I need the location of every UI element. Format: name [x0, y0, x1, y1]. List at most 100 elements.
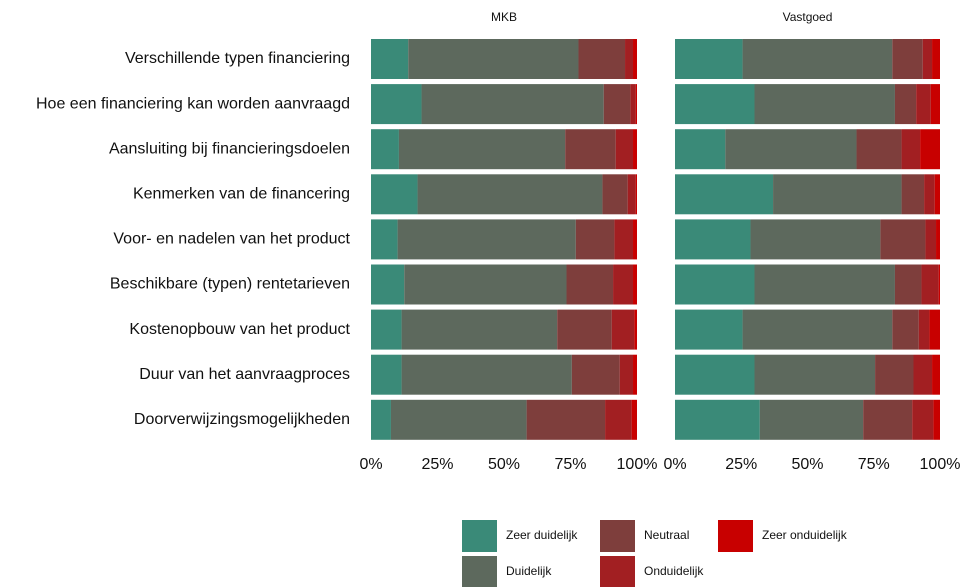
category-label: Aansluiting bij financieringsdoelen — [109, 140, 350, 157]
bar-segment — [371, 354, 402, 395]
x-tick-label: 100% — [920, 456, 961, 473]
bar-segment — [675, 309, 743, 350]
category-label: Beschikbare (typen) rentetarieven — [110, 276, 350, 293]
bar-segment — [725, 129, 857, 170]
bar-segment — [675, 264, 755, 305]
x-tick-label: 25% — [725, 456, 757, 473]
bar-segment — [404, 264, 567, 305]
x-tick-label: 25% — [421, 456, 453, 473]
x-tick-label: 0% — [359, 456, 382, 473]
bar-segment — [575, 219, 615, 260]
bar-segment — [913, 354, 933, 395]
bar-segment — [912, 399, 934, 440]
category-label: Verschillende typen financiering — [125, 50, 350, 67]
x-tick-label: 75% — [554, 456, 586, 473]
bar-segment — [924, 174, 935, 215]
bar-segment — [630, 84, 636, 125]
x-tick-label: 50% — [488, 456, 520, 473]
bar-segment — [615, 129, 634, 170]
category-label: Kostenopbouw van het product — [129, 321, 350, 338]
bar-segment — [921, 264, 939, 305]
bar-segment — [934, 174, 940, 215]
bar-segment — [578, 39, 626, 79]
bar-segment — [603, 84, 631, 125]
bar-segment — [675, 219, 751, 260]
bar-segment — [901, 174, 925, 215]
legend-swatch — [462, 520, 497, 552]
bar-segment — [635, 174, 637, 215]
bar-segment — [371, 129, 399, 170]
facet-title: MKB — [491, 10, 517, 24]
legend-label: Neutraal — [644, 528, 689, 542]
legend-swatch — [600, 520, 635, 552]
bar-segment — [920, 129, 940, 170]
bar-segment — [566, 264, 614, 305]
bar-segment — [408, 39, 579, 79]
bar-segment — [901, 129, 921, 170]
bar-segment — [633, 264, 637, 305]
bar-segment — [371, 174, 418, 215]
bar-segment — [614, 219, 634, 260]
bar-segment — [371, 219, 398, 260]
legend-label: Onduidelijk — [644, 564, 704, 578]
bar-segment — [398, 129, 566, 170]
bar-segment — [742, 309, 893, 350]
legend-swatch — [600, 556, 635, 587]
bar-segment — [675, 399, 760, 440]
bar-segment — [930, 84, 940, 125]
bar-segment — [892, 39, 923, 79]
bar-segment — [675, 39, 743, 79]
bar-segment — [929, 309, 940, 350]
bar-segment — [754, 84, 895, 125]
bar-segment — [602, 174, 628, 215]
bar-segment — [932, 39, 940, 79]
bar-segment — [625, 39, 634, 79]
bar-segment — [390, 399, 527, 440]
bar-segment — [633, 354, 637, 395]
bar-segment — [401, 354, 572, 395]
category-label: Hoe een financiering kan worden aanvraag… — [36, 95, 350, 112]
bar-segment — [918, 309, 930, 350]
category-label: Kenmerken van de financering — [133, 186, 350, 203]
category-label: Duur van het aanvraagproces — [139, 366, 350, 383]
bar-segment — [619, 354, 634, 395]
bar-segment — [892, 309, 919, 350]
bar-segment — [401, 309, 558, 350]
bar-segment — [397, 219, 576, 260]
bar-segment — [773, 174, 902, 215]
bar-segment — [633, 219, 637, 260]
legend-label: Duidelijk — [506, 564, 552, 578]
bar-segment — [371, 309, 402, 350]
bar-segment — [371, 39, 409, 79]
bar-segment — [371, 84, 422, 125]
bar-segment — [856, 129, 902, 170]
bar-segment — [633, 129, 637, 170]
category-label: Doorverwijzingsmogelijkheden — [134, 411, 350, 428]
bar-segment — [750, 219, 881, 260]
bar-segment — [417, 174, 603, 215]
bar-segment — [759, 399, 864, 440]
legend-label: Zeer duidelijk — [506, 528, 578, 542]
bar-segment — [936, 219, 940, 260]
bar-segment — [925, 219, 937, 260]
bar-segment — [880, 219, 926, 260]
facet-title: Vastgoed — [783, 10, 833, 24]
bar-segment — [631, 399, 637, 440]
bar-segment — [526, 399, 606, 440]
bar-segment — [916, 84, 931, 125]
x-tick-label: 0% — [663, 456, 686, 473]
x-tick-label: 50% — [791, 456, 823, 473]
bar-segment — [675, 174, 774, 215]
x-tick-label: 100% — [617, 456, 658, 473]
bar-segment — [933, 399, 940, 440]
bar-segment — [571, 354, 620, 395]
bar-segment — [605, 399, 632, 440]
bar-segment — [627, 174, 636, 215]
bar-segment — [875, 354, 914, 395]
bar-segment — [754, 264, 895, 305]
bar-segment — [371, 399, 391, 440]
legend-label: Zeer onduidelijk — [762, 528, 848, 542]
bar-segment — [421, 84, 604, 125]
bar-segment — [675, 354, 755, 395]
bar-segment — [754, 354, 876, 395]
